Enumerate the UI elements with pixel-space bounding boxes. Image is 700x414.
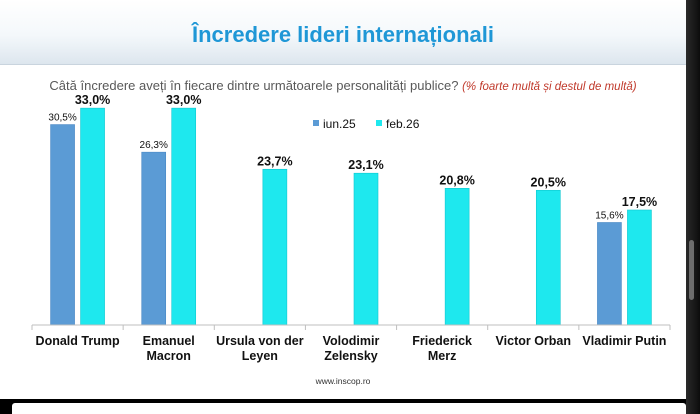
category-label-4: Friederick Merz <box>412 334 472 363</box>
data-label-feb.26-0: 33,0% <box>75 93 110 107</box>
data-label-feb.26-4: 20,8% <box>439 173 474 187</box>
bar-feb.26-5 <box>535 189 561 326</box>
question-note: (% foarte multă și destul de multă) <box>462 81 637 93</box>
data-label-feb.26-1: 33,0% <box>166 93 201 107</box>
category-label-2: Ursula von der Leyen <box>216 334 304 363</box>
category-label-5: Victor Orban <box>496 334 571 348</box>
bar-iun.25-6 <box>597 222 622 326</box>
bar-feb.26-0 <box>80 107 105 326</box>
data-label-iun.25-6: 15,6% <box>595 210 623 221</box>
data-label-iun.25-1: 26,3% <box>140 140 168 151</box>
data-label-feb.26-2: 23,7% <box>257 154 292 168</box>
legend-label-feb.26: feb.26 <box>386 117 420 131</box>
bar-feb.26-3 <box>353 172 379 326</box>
slide-title: Încredere lideri internaționali <box>192 22 494 47</box>
data-label-iun.25-0: 30,5% <box>48 113 76 124</box>
bar-chart: iun.25 feb.26 30,5% 33,0% Donald Trump 26,3% 3… <box>31 93 671 363</box>
next-slide-card <box>12 403 686 414</box>
bar-iun.25-0 <box>50 124 75 326</box>
legend-swatch-feb.26 <box>376 120 382 126</box>
category-label-6: Vladimir Putin <box>582 334 666 348</box>
title-band: Încredere lideri internaționali <box>0 0 686 65</box>
source-url: www.inscop.ro <box>315 376 371 386</box>
data-label-feb.26-5: 20,5% <box>531 175 566 189</box>
category-label-0: Donald Trump <box>36 334 120 348</box>
bar-feb.26-6 <box>627 209 652 326</box>
data-label-feb.26-6: 17,5% <box>622 195 657 209</box>
bar-feb.26-4 <box>444 188 470 326</box>
bar-feb.26-1 <box>171 107 197 326</box>
survey-question: Câtă încredere aveți în fiecare dintre u… <box>0 78 686 93</box>
legend-swatch-iun.25 <box>313 120 319 126</box>
bar-feb.26-2 <box>262 168 288 326</box>
legend: iun.25 feb.26 <box>313 117 420 131</box>
category-label-1: Emanuel Macron <box>143 334 195 363</box>
slide: Încredere lideri internaționali Câtă înc… <box>0 0 686 399</box>
data-label-feb.26-3: 23,1% <box>348 158 383 172</box>
scrollbar-track <box>686 0 700 414</box>
scrollbar-thumb[interactable] <box>689 240 694 300</box>
legend-label-iun.25: iun.25 <box>323 117 356 131</box>
question-text: Câtă încredere aveți în fiecare dintre u… <box>49 78 459 93</box>
category-label-3: Volodimir Zelensky <box>323 334 380 363</box>
bar-iun.25-1 <box>141 151 167 326</box>
